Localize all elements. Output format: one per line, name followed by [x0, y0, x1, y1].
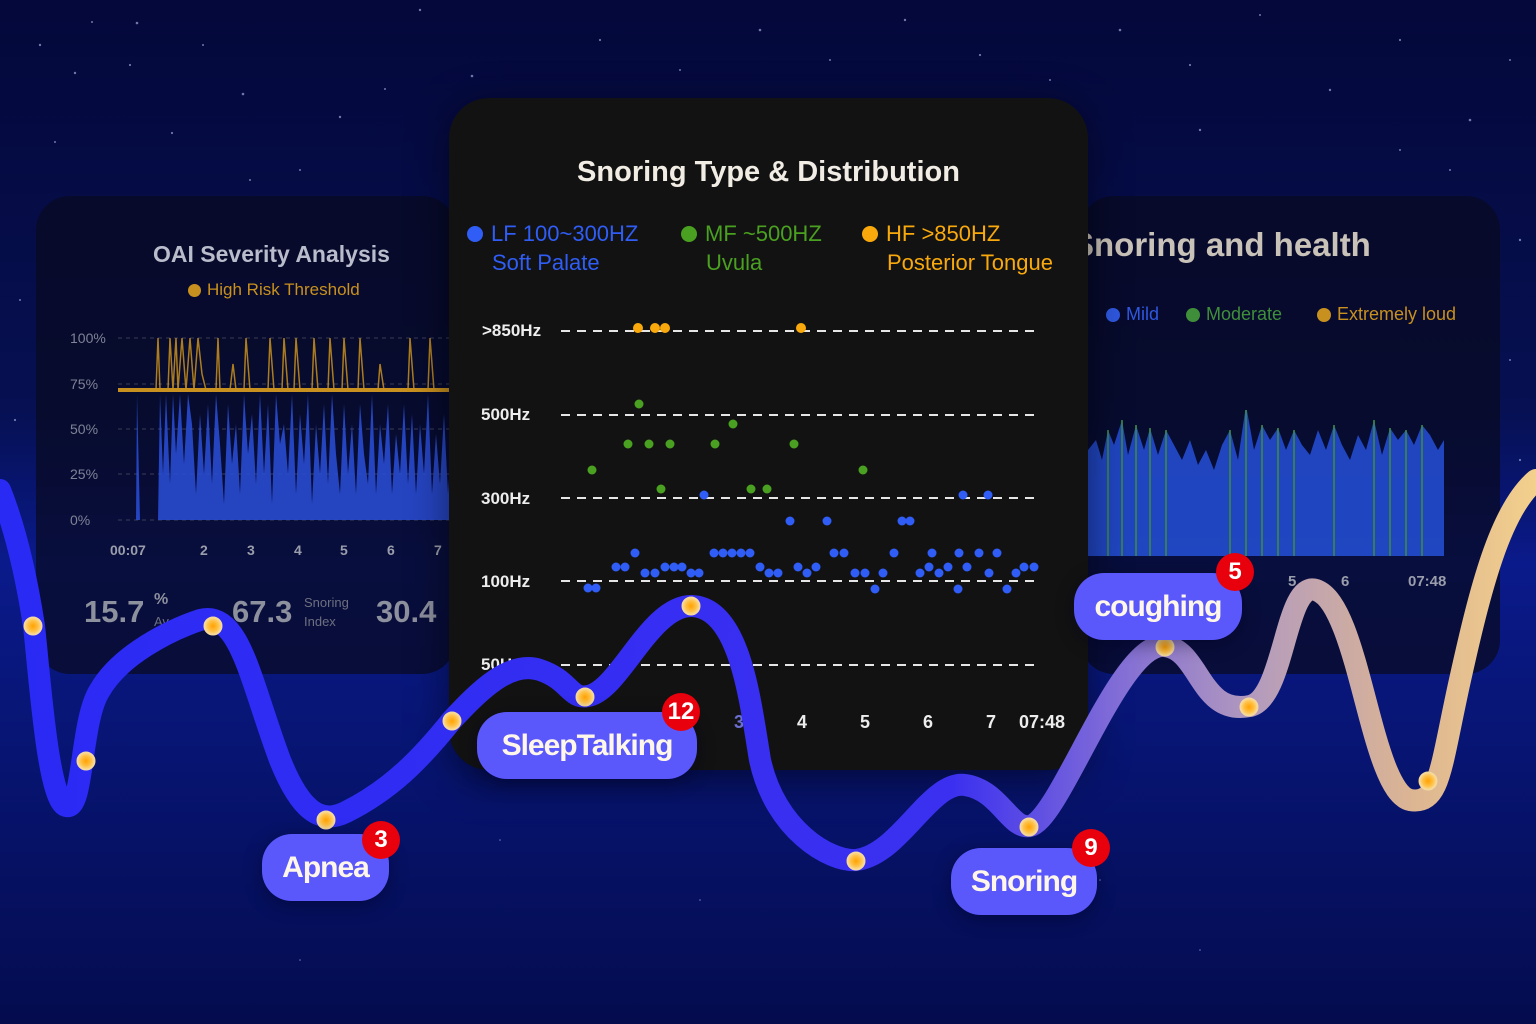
stat-snoring-index-value: 67.3	[232, 594, 293, 629]
lf-dot-icon	[467, 226, 483, 242]
oai-xtick: 2	[200, 542, 208, 558]
event-sleeptalking-count-badge: 12	[662, 693, 700, 731]
ytick-100hz: 100Hz	[481, 572, 531, 591]
xtick: 3	[734, 712, 745, 732]
lf-source: Soft Palate	[492, 250, 600, 275]
mf-range: MF ~500HZ	[705, 221, 822, 246]
event-snoring-label: Snoring	[970, 864, 1078, 898]
legend-hf: HF >850HZ Posterior Tongue	[862, 219, 1053, 277]
ytick-300hz: 300Hz	[481, 489, 531, 508]
legend-mf: MF ~500HZ Uvula	[681, 219, 822, 277]
health-title: Snoring and health	[1080, 226, 1371, 263]
event-apnea-label: Apnea	[282, 850, 370, 884]
snoring-type-distribution-card: Snoring Type & Distribution LF 100~300HZ…	[449, 98, 1088, 770]
event-apnea[interactable]: Apnea	[262, 834, 389, 901]
legend-lf: LF 100~300HZ Soft Palate	[467, 219, 638, 277]
oai-title: OAI Severity Analysis	[153, 241, 390, 267]
threshold-label: High Risk Threshold	[207, 280, 360, 299]
event-apnea-count-badge: 3	[362, 821, 400, 859]
oai-ytick: 75%	[70, 376, 99, 392]
stat-average-value: 15.7	[84, 594, 145, 629]
health-xtick: 5	[1288, 573, 1297, 590]
xtick: 7	[986, 712, 997, 732]
moderate-dot-icon	[1186, 307, 1200, 322]
ytick-500hz: 500Hz	[481, 405, 531, 424]
oai-xtick: 4	[294, 542, 302, 558]
oai-bar-chart	[118, 337, 456, 521]
health-xtick: 6	[1341, 573, 1350, 590]
oai-severity-card: OAI Severity Analysis High Risk Threshol…	[36, 196, 456, 674]
xtick: 5	[860, 712, 871, 732]
stat-snoring-index-label-2: Index	[304, 614, 336, 629]
oai-xtick: 6	[387, 542, 395, 558]
hf-range: HF >850HZ	[886, 221, 1001, 246]
threshold-dot-icon	[188, 283, 201, 297]
scatter-plot	[561, 323, 1039, 666]
oai-xtick: 3	[247, 542, 255, 558]
hf-dot-icon	[862, 226, 878, 242]
oai-ytick: 0%	[70, 512, 91, 528]
xtick-end: 07:48	[1019, 712, 1066, 732]
event-sleeptalking-label: SleepTalking	[501, 728, 674, 762]
oai-ytick: 50%	[70, 421, 99, 437]
event-coughing-label: coughing	[1094, 589, 1223, 623]
stat-third-value: 30.4	[376, 594, 437, 629]
event-coughing-count-badge: 5	[1216, 553, 1254, 591]
health-bar-chart	[1088, 410, 1444, 556]
oai-xtick: 00:07	[110, 542, 146, 558]
ytick-850hz: >850Hz	[482, 321, 542, 340]
event-sleeptalking[interactable]: SleepTalking	[477, 712, 697, 779]
mild-dot-icon	[1106, 307, 1120, 322]
oai-ytick: 25%	[70, 466, 99, 482]
lf-range: LF 100~300HZ	[491, 221, 639, 246]
hf-source: Posterior Tongue	[887, 250, 1053, 275]
oai-xtick: 7	[434, 542, 442, 558]
xtick: 4	[797, 712, 808, 732]
extremely-loud-label: Extremely loud	[1337, 304, 1457, 324]
stat-average-unit: %	[154, 591, 169, 608]
health-legend-mild: Mild	[1106, 304, 1159, 325]
oai-legend-threshold: High Risk Threshold	[188, 280, 360, 300]
health-legend-moderate: Moderate	[1186, 304, 1282, 325]
event-snoring[interactable]: Snoring	[951, 848, 1097, 915]
mf-dot-icon	[681, 226, 697, 242]
event-coughing[interactable]: coughing	[1074, 573, 1242, 640]
stat-snoring-index-label-1: Snoring	[304, 595, 349, 610]
health-xtick: 07:48	[1408, 573, 1447, 590]
health-legend-extremely-loud: Extremely loud	[1317, 304, 1456, 325]
event-snoring-count-badge: 9	[1072, 829, 1110, 867]
xtick: 6	[923, 712, 934, 732]
mild-label: Mild	[1126, 304, 1160, 324]
extremely-loud-dot-icon	[1317, 307, 1331, 322]
oai-ytick: 100%	[70, 330, 106, 346]
moderate-label: Moderate	[1206, 304, 1283, 324]
main-chart-title: Snoring Type & Distribution	[577, 156, 960, 188]
mf-source: Uvula	[706, 250, 763, 275]
oai-xtick: 5	[340, 542, 348, 558]
